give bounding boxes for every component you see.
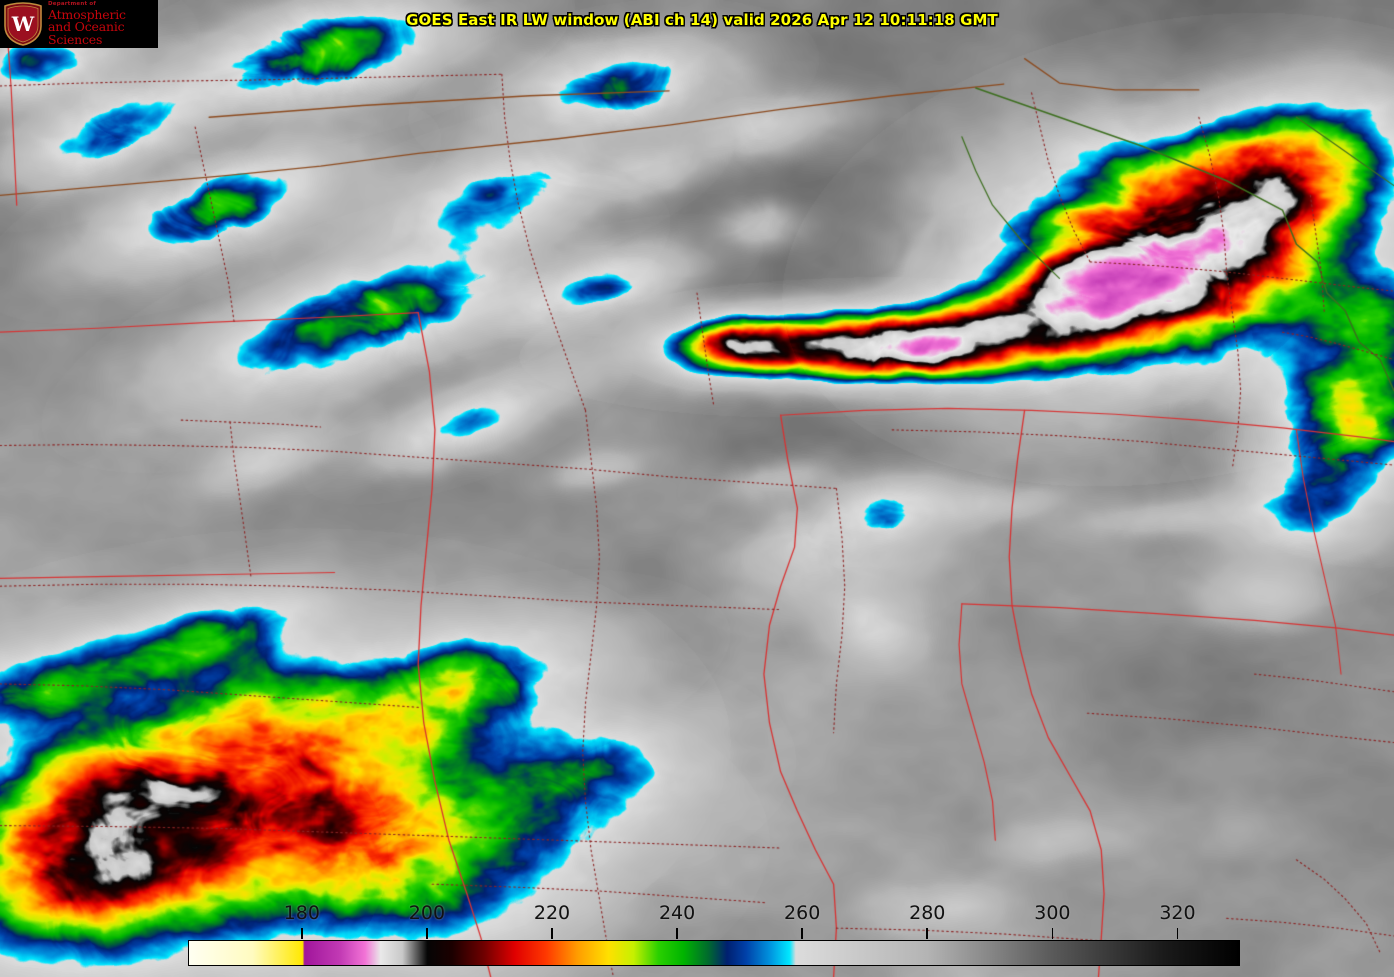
colorbar-tick-label: 220 xyxy=(533,902,571,924)
colorbar-tick xyxy=(926,928,929,939)
colorbar-gradient-frame xyxy=(188,940,1240,966)
colorbar-tick xyxy=(551,928,553,939)
colorbar-tick-label: 180 xyxy=(283,902,320,924)
colorbar-tick xyxy=(301,928,303,939)
colorbar-tick xyxy=(1051,928,1054,939)
svg-text:W: W xyxy=(11,12,35,36)
uw-aos-logo: W Department of Atmospheric and Oceanic … xyxy=(0,0,158,48)
uw-crest-icon: W xyxy=(3,2,43,46)
colorbar-tick xyxy=(676,928,678,939)
colorbar-tick xyxy=(1176,928,1179,939)
logo-line-1: Atmospheric xyxy=(48,6,126,22)
colorbar-tick-label: 280 xyxy=(909,902,946,924)
colorbar-tick-label: 320 xyxy=(1159,902,1196,924)
colorbar-tick-label: 260 xyxy=(784,902,821,924)
logo-wordmark: Department of Atmospheric and Oceanic Sc… xyxy=(48,1,158,47)
colorbar-tick xyxy=(801,928,803,939)
colorbar-tick xyxy=(426,928,428,939)
colorbar-tick-label: 200 xyxy=(408,902,446,924)
colorbar-tick-label: 300 xyxy=(1034,902,1071,924)
colorbar-tick-label: 240 xyxy=(658,902,696,924)
colorbar-gradient xyxy=(189,941,1239,965)
logo-line-2: and Oceanic Sciences xyxy=(48,19,125,47)
logo-kicker: Department of xyxy=(48,1,96,7)
colorbar: 180 200 220 240 260 280 300 320 xyxy=(188,902,1240,968)
